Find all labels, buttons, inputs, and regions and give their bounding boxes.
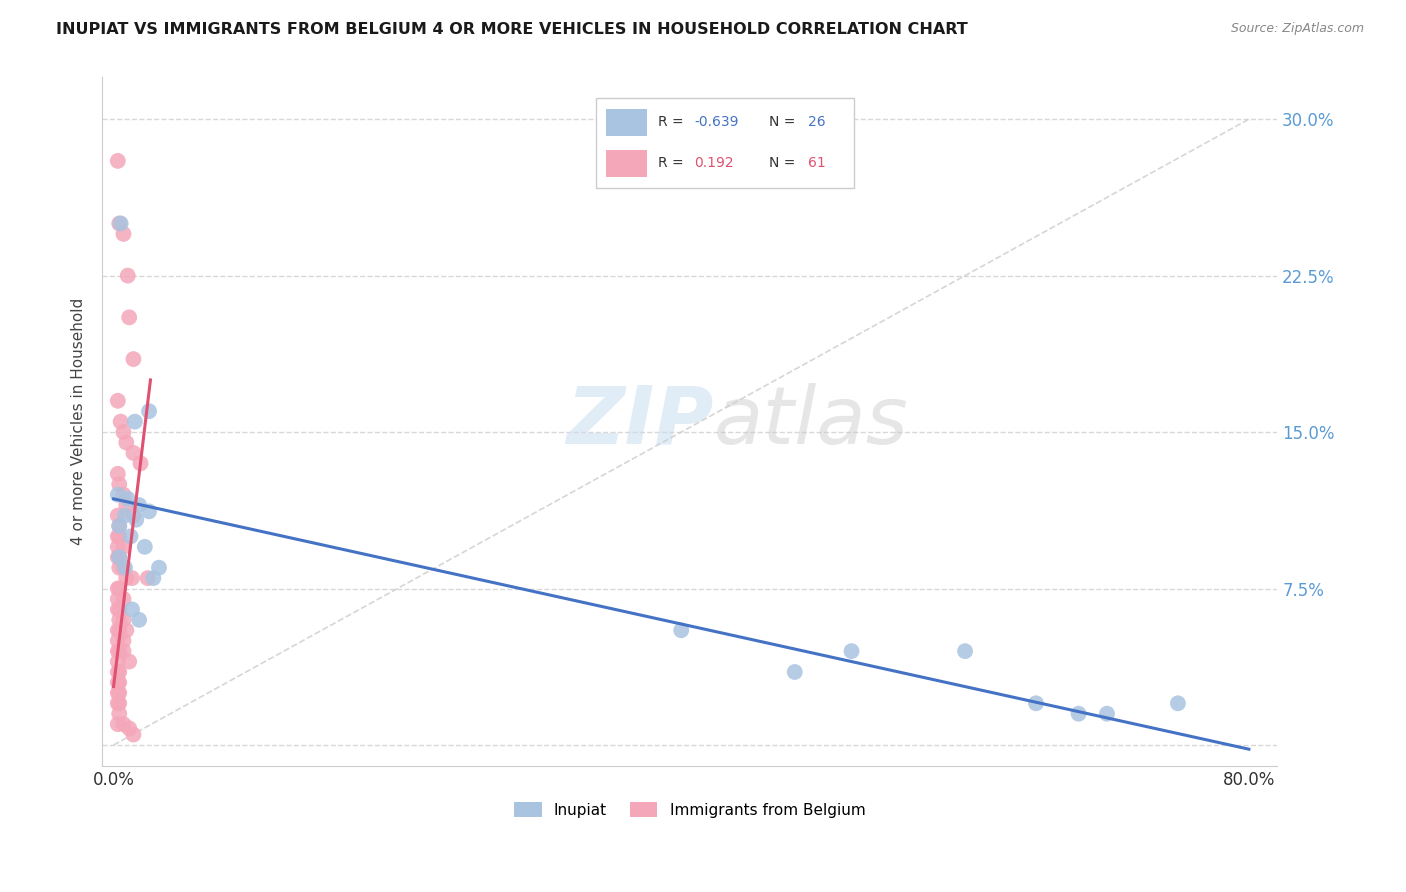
Point xyxy=(110,415,132,429)
Point xyxy=(841,644,863,658)
Point xyxy=(1025,696,1047,710)
Point xyxy=(112,717,135,731)
Y-axis label: 4 or more Vehicles in Household: 4 or more Vehicles in Household xyxy=(72,298,86,545)
Point xyxy=(122,508,145,523)
Point xyxy=(108,624,131,638)
Point xyxy=(107,696,129,710)
Point xyxy=(112,613,135,627)
Point xyxy=(148,560,170,574)
Point xyxy=(107,591,129,606)
Point xyxy=(108,477,131,491)
Point xyxy=(107,467,129,481)
Point xyxy=(108,550,131,565)
Point xyxy=(122,728,145,742)
Point xyxy=(108,665,131,679)
Point xyxy=(107,393,129,408)
Point xyxy=(107,602,129,616)
Point xyxy=(108,560,131,574)
Point xyxy=(110,217,132,231)
Point xyxy=(107,655,129,669)
Point xyxy=(124,415,146,429)
Point xyxy=(122,352,145,367)
Point xyxy=(108,519,131,533)
Point xyxy=(114,560,136,574)
Point xyxy=(108,582,131,596)
Point xyxy=(114,508,136,523)
Point xyxy=(1067,706,1090,721)
Point xyxy=(118,310,141,325)
Point xyxy=(115,624,138,638)
Point xyxy=(107,624,129,638)
Point xyxy=(121,602,143,616)
Point xyxy=(112,425,135,439)
Point xyxy=(108,613,131,627)
Point xyxy=(128,498,150,512)
Point xyxy=(117,268,139,283)
Point xyxy=(107,675,129,690)
Point xyxy=(107,550,129,565)
Point xyxy=(108,675,131,690)
Point xyxy=(107,153,129,168)
Point xyxy=(115,435,138,450)
Point xyxy=(128,613,150,627)
Point xyxy=(107,633,129,648)
Point xyxy=(112,633,135,648)
Point xyxy=(117,491,139,506)
Point xyxy=(107,508,129,523)
Point xyxy=(115,571,138,585)
Point xyxy=(118,722,141,736)
Text: Source: ZipAtlas.com: Source: ZipAtlas.com xyxy=(1230,22,1364,36)
Point xyxy=(671,624,693,638)
Point xyxy=(1095,706,1118,721)
Point xyxy=(112,488,135,502)
Legend: Inupiat, Immigrants from Belgium: Inupiat, Immigrants from Belgium xyxy=(508,796,872,823)
Point xyxy=(108,217,131,231)
Text: ZIP: ZIP xyxy=(565,383,713,460)
Point xyxy=(107,717,129,731)
Point xyxy=(118,655,141,669)
Text: atlas: atlas xyxy=(713,383,908,460)
Point xyxy=(783,665,806,679)
Point xyxy=(112,560,135,574)
Point xyxy=(112,540,135,554)
Point xyxy=(112,591,135,606)
Point xyxy=(107,686,129,700)
Point xyxy=(112,227,135,241)
Point xyxy=(108,696,131,710)
Point xyxy=(138,404,160,418)
Point xyxy=(142,571,165,585)
Point xyxy=(107,540,129,554)
Point xyxy=(122,446,145,460)
Point xyxy=(953,644,976,658)
Point xyxy=(138,504,160,518)
Point xyxy=(107,644,129,658)
Point xyxy=(108,529,131,543)
Point xyxy=(108,706,131,721)
Point xyxy=(115,498,138,512)
Point xyxy=(136,571,159,585)
Point xyxy=(108,686,131,700)
Point xyxy=(134,540,156,554)
Point xyxy=(129,456,152,470)
Point xyxy=(108,644,131,658)
Text: INUPIAT VS IMMIGRANTS FROM BELGIUM 4 OR MORE VEHICLES IN HOUSEHOLD CORRELATION C: INUPIAT VS IMMIGRANTS FROM BELGIUM 4 OR … xyxy=(56,22,967,37)
Point xyxy=(108,550,131,565)
Point xyxy=(108,519,131,533)
Point xyxy=(108,602,131,616)
Point xyxy=(107,529,129,543)
Point xyxy=(120,529,142,543)
Point xyxy=(112,644,135,658)
Point xyxy=(1167,696,1189,710)
Point xyxy=(107,665,129,679)
Point xyxy=(107,488,129,502)
Point xyxy=(107,582,129,596)
Point xyxy=(121,571,143,585)
Point xyxy=(125,513,148,527)
